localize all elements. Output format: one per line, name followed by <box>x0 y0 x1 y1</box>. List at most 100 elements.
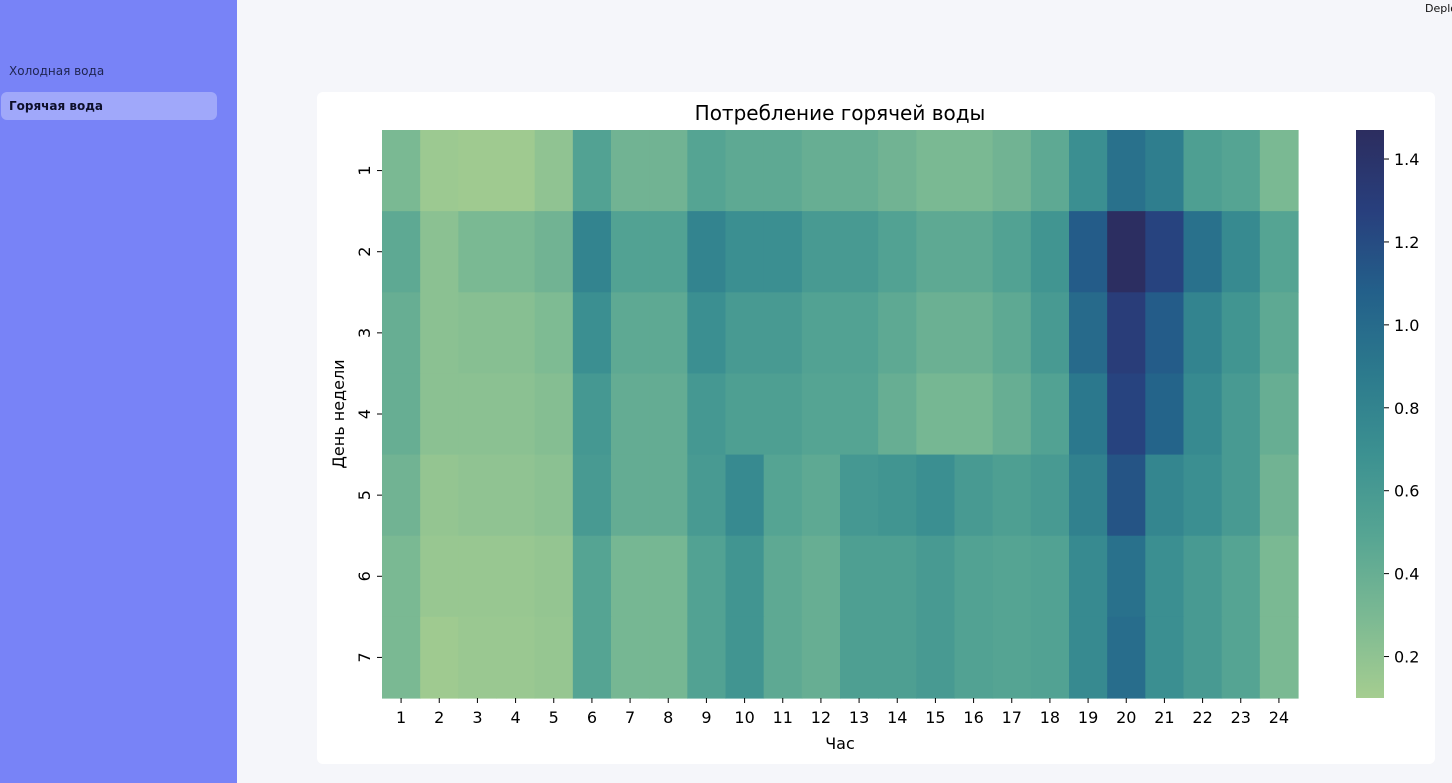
heatmap-cell <box>572 211 612 293</box>
heatmap-cell <box>1030 292 1070 375</box>
heatmap-cell <box>534 616 574 699</box>
x-axis-label: Час <box>825 734 855 753</box>
x-tick-label: 17 <box>1002 708 1022 727</box>
x-tick-label: 15 <box>925 708 945 727</box>
heatmap-cell <box>801 454 841 537</box>
heatmap-cell <box>534 292 574 375</box>
y-tick-label: 7 <box>355 652 374 662</box>
heatmap-cell <box>801 130 841 212</box>
colorbar-tick-label: 0.2 <box>1394 648 1419 667</box>
x-tick-label: 11 <box>773 708 793 727</box>
x-tick-label: 5 <box>549 708 559 727</box>
heatmap-cell <box>1259 454 1299 537</box>
heatmap-cell <box>1107 535 1146 618</box>
heatmap-cell <box>687 292 727 375</box>
heatmap-cell <box>458 616 498 699</box>
colorbar-tick-label: 0.4 <box>1394 565 1419 584</box>
y-tick-label: 5 <box>355 490 374 500</box>
x-tick-label: 2 <box>434 708 444 727</box>
y-tick-label: 1 <box>355 165 374 175</box>
heatmap-cell <box>1259 535 1299 618</box>
y-tick-label: 3 <box>355 328 374 338</box>
heatmap-cell <box>420 535 459 618</box>
heatmap-cell <box>572 454 612 537</box>
heatmap-cell <box>458 130 498 212</box>
heatmap-cell <box>1183 535 1223 618</box>
colorbar-ticks: 0.2 0.4 0.6 0.8 1.0 1.2 1.4 <box>1384 150 1419 667</box>
heatmap-cell <box>572 535 612 618</box>
heatmap-cell <box>1221 130 1261 212</box>
x-tick-label: 9 <box>701 708 711 727</box>
heatmap-cell <box>840 292 879 375</box>
heatmap-cell <box>382 211 421 293</box>
heatmap-cell <box>420 616 459 699</box>
x-tick-label: 13 <box>849 708 869 727</box>
y-tick-label: 6 <box>355 571 374 581</box>
sidebar-item-cold-water[interactable]: Холодная вода <box>9 64 105 78</box>
heatmap-cells <box>382 130 1299 699</box>
heatmap-cell <box>382 454 421 537</box>
heatmap-cell <box>1259 130 1299 212</box>
heatmap-cell <box>1183 130 1223 212</box>
heatmap-cell <box>763 535 803 618</box>
heatmap-cell <box>840 616 879 699</box>
heatmap-cell <box>572 616 612 699</box>
heatmap-cell <box>916 292 956 375</box>
x-axis-ticks: 1 2 3 4 5 6 7 8 9 10 11 12 13 14 15 16 17 18 19 20 21 22 23 24 <box>396 698 1289 727</box>
x-tick-label: 12 <box>811 708 831 727</box>
heatmap-cell <box>992 292 1032 375</box>
heatmap-cell <box>496 211 536 293</box>
heatmap-cell <box>992 535 1032 618</box>
heatmap-cell <box>763 373 803 456</box>
heatmap-cell <box>916 454 956 537</box>
heatmap-cell <box>1069 292 1108 375</box>
heatmap-cell <box>992 616 1032 699</box>
chart-card: Потребление горячей воды 1 2 3 4 5 6 7 8 9 10 11 12… <box>317 92 1435 764</box>
heatmap-cell <box>840 211 879 293</box>
heatmap-cell <box>878 535 917 618</box>
heatmap-cell <box>611 535 650 618</box>
deploy-button[interactable]: Deploy <box>1425 2 1452 15</box>
heatmap-cell <box>534 535 574 618</box>
heatmap-cell <box>1221 292 1261 375</box>
heatmap-cell <box>1145 535 1185 618</box>
heatmap-cell <box>1145 454 1185 537</box>
sidebar-item-hot-water[interactable]: Горячая вода <box>1 92 217 120</box>
heatmap-cell <box>687 616 727 699</box>
x-tick-label: 10 <box>734 708 754 727</box>
heatmap-cell <box>725 373 765 456</box>
heatmap-cell <box>496 535 536 618</box>
heatmap-cell <box>534 454 574 537</box>
heatmap-cell <box>687 130 727 212</box>
heatmap-cell <box>916 535 956 618</box>
heatmap-cell <box>382 535 421 618</box>
x-tick-label: 16 <box>963 708 983 727</box>
colorbar-tick-label: 1.2 <box>1394 233 1419 252</box>
heatmap-cell <box>954 211 994 293</box>
heatmap-cell <box>1107 211 1146 293</box>
heatmap-cell <box>725 130 765 212</box>
heatmap-cell <box>878 211 917 293</box>
x-tick-label: 7 <box>625 708 635 727</box>
heatmap-cell <box>954 454 994 537</box>
heatmap-cell <box>1069 373 1108 456</box>
heatmap-cell <box>725 535 765 618</box>
heatmap-cell <box>420 130 459 212</box>
heatmap-cell <box>725 454 765 537</box>
heatmap-cell <box>382 130 421 212</box>
heatmap-cell <box>801 373 841 456</box>
heatmap-cell <box>1069 130 1108 212</box>
heatmap-cell <box>763 616 803 699</box>
heatmap-cell <box>611 211 650 293</box>
heatmap-cell <box>763 211 803 293</box>
heatmap-cell <box>840 535 879 618</box>
heatmap-cell <box>954 373 994 456</box>
colorbar-tick-label: 0.6 <box>1394 482 1419 501</box>
heatmap-cell <box>1107 292 1146 375</box>
x-tick-label: 24 <box>1269 708 1289 727</box>
heatmap-cell <box>1069 535 1108 618</box>
heatmap-cell <box>725 616 765 699</box>
heatmap-cell <box>1221 373 1261 456</box>
heatmap-cell <box>420 454 459 537</box>
heatmap-cell <box>649 454 688 537</box>
